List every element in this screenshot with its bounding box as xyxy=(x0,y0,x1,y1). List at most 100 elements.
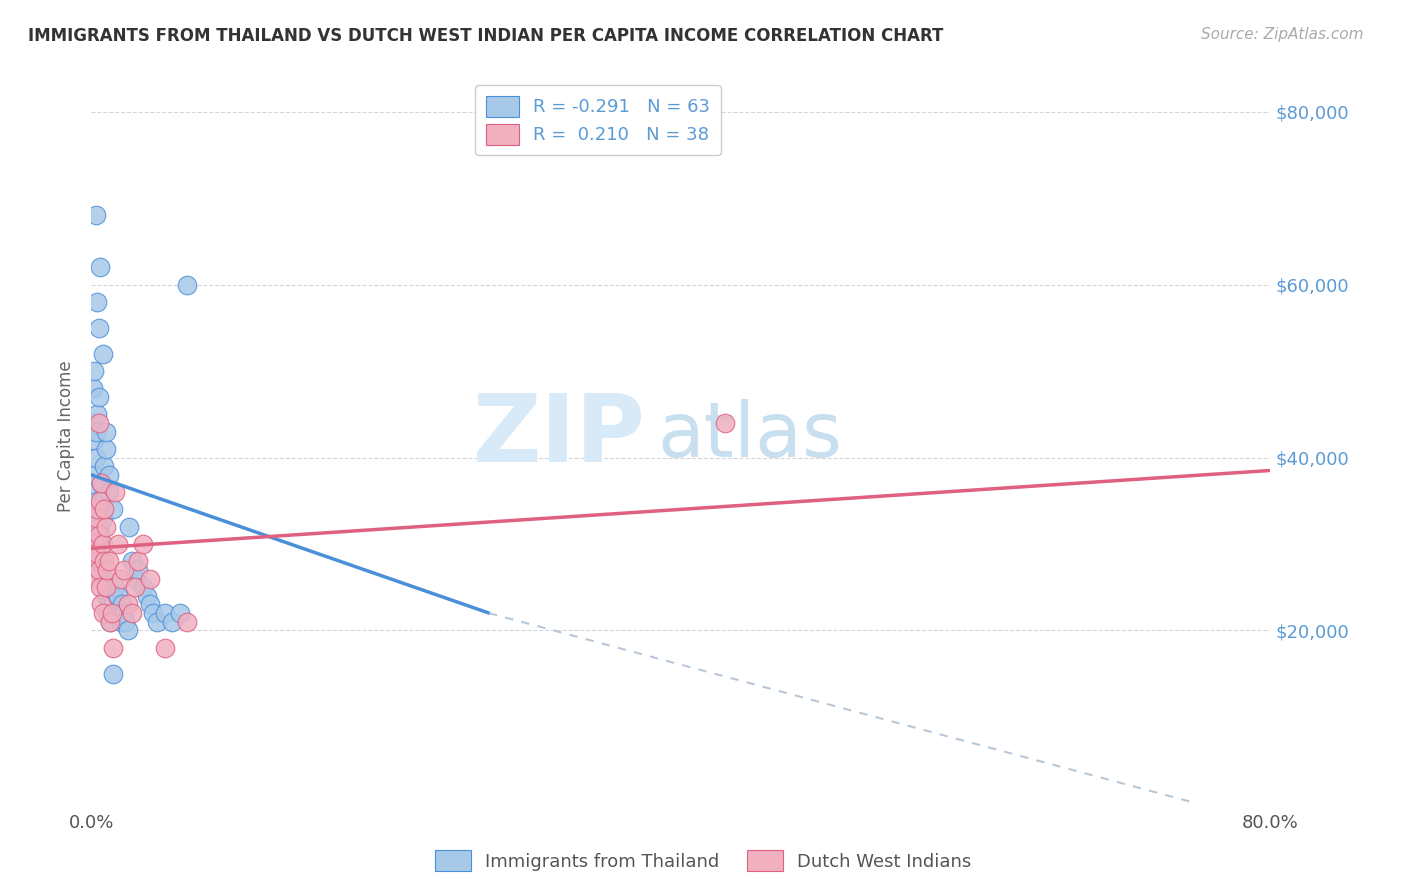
Point xyxy=(91,511,114,525)
Point xyxy=(118,519,141,533)
Point xyxy=(94,589,117,603)
Point xyxy=(112,606,135,620)
Point xyxy=(176,615,198,629)
Point xyxy=(94,580,117,594)
Point xyxy=(124,572,146,586)
Point xyxy=(104,580,127,594)
Point xyxy=(89,580,111,594)
Point xyxy=(91,493,114,508)
Point xyxy=(93,502,115,516)
Point xyxy=(82,416,104,430)
Point xyxy=(87,390,110,404)
Point xyxy=(139,572,162,586)
Point xyxy=(93,572,115,586)
Point xyxy=(114,615,136,629)
Text: atlas: atlas xyxy=(657,399,842,473)
Point xyxy=(96,606,118,620)
Point xyxy=(127,554,149,568)
Point xyxy=(96,563,118,577)
Point xyxy=(91,606,114,620)
Point xyxy=(117,598,139,612)
Point xyxy=(84,546,107,560)
Point xyxy=(121,554,143,568)
Point xyxy=(83,434,105,448)
Text: IMMIGRANTS FROM THAILAND VS DUTCH WEST INDIAN PER CAPITA INCOME CORRELATION CHAR: IMMIGRANTS FROM THAILAND VS DUTCH WEST I… xyxy=(28,27,943,45)
Point xyxy=(87,519,110,533)
Point xyxy=(103,666,125,681)
Text: Source: ZipAtlas.com: Source: ZipAtlas.com xyxy=(1201,27,1364,42)
Point xyxy=(105,606,128,620)
Point xyxy=(108,606,131,620)
Text: ZIP: ZIP xyxy=(472,390,645,482)
Point xyxy=(103,502,125,516)
Point xyxy=(87,563,110,577)
Point xyxy=(89,546,111,560)
Point xyxy=(96,580,118,594)
Point xyxy=(90,476,112,491)
Point xyxy=(89,554,111,568)
Point xyxy=(107,537,129,551)
Point xyxy=(104,485,127,500)
Point xyxy=(153,606,176,620)
Y-axis label: Per Capita Income: Per Capita Income xyxy=(58,360,75,512)
Point xyxy=(103,640,125,655)
Point xyxy=(86,294,108,309)
Point xyxy=(86,502,108,516)
Point xyxy=(90,476,112,491)
Point xyxy=(89,528,111,542)
Point xyxy=(117,624,139,638)
Point xyxy=(84,209,107,223)
Point xyxy=(82,381,104,395)
Point xyxy=(93,459,115,474)
Point xyxy=(160,615,183,629)
Point xyxy=(127,563,149,577)
Point xyxy=(107,589,129,603)
Point xyxy=(84,511,107,525)
Point xyxy=(87,528,110,542)
Point xyxy=(121,606,143,620)
Point xyxy=(89,260,111,275)
Point xyxy=(176,277,198,292)
Point xyxy=(169,606,191,620)
Point xyxy=(97,467,120,482)
Point xyxy=(136,589,159,603)
Point xyxy=(87,416,110,430)
Point xyxy=(89,493,111,508)
Point xyxy=(110,615,132,629)
Legend: Immigrants from Thailand, Dutch West Indians: Immigrants from Thailand, Dutch West Ind… xyxy=(427,843,979,879)
Point xyxy=(87,321,110,335)
Legend: R = -0.291   N = 63, R =  0.210   N = 38: R = -0.291 N = 63, R = 0.210 N = 38 xyxy=(475,85,721,155)
Point xyxy=(83,537,105,551)
Point xyxy=(110,572,132,586)
Point xyxy=(90,502,112,516)
Point xyxy=(112,563,135,577)
Point xyxy=(132,537,155,551)
Point xyxy=(94,425,117,439)
Point xyxy=(101,589,124,603)
Point xyxy=(98,615,121,629)
Point xyxy=(97,554,120,568)
Point xyxy=(132,580,155,594)
Point xyxy=(124,580,146,594)
Point xyxy=(83,554,105,568)
Point xyxy=(91,347,114,361)
Point xyxy=(111,598,134,612)
Point xyxy=(84,425,107,439)
Point xyxy=(83,467,105,482)
Point xyxy=(84,485,107,500)
Point xyxy=(87,537,110,551)
Point xyxy=(146,615,169,629)
Point xyxy=(82,519,104,533)
Point xyxy=(86,572,108,586)
Point xyxy=(97,485,120,500)
Point xyxy=(101,606,124,620)
Point xyxy=(94,442,117,456)
Point xyxy=(94,519,117,533)
Point xyxy=(83,364,105,378)
Point xyxy=(139,598,162,612)
Point xyxy=(142,606,165,620)
Point xyxy=(93,554,115,568)
Point xyxy=(91,537,114,551)
Point xyxy=(153,640,176,655)
Point xyxy=(90,598,112,612)
